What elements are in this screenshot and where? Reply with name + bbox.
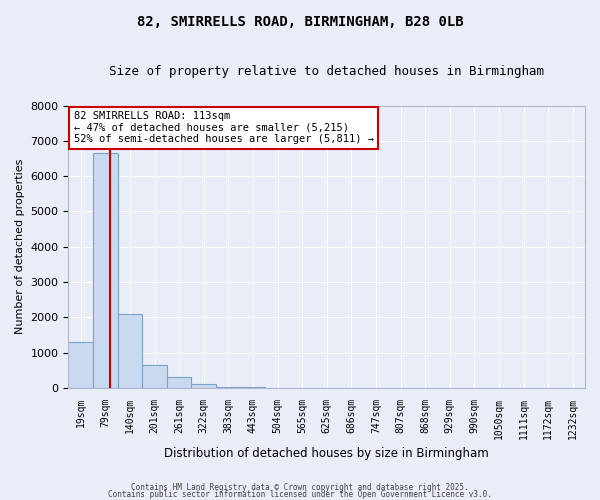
Bar: [93, 153, 118, 388]
X-axis label: Distribution of detached houses by size in Birmingham: Distribution of detached houses by size …: [164, 447, 489, 460]
Text: 82, SMIRRELLS ROAD, BIRMINGHAM, B28 0LB: 82, SMIRRELLS ROAD, BIRMINGHAM, B28 0LB: [137, 15, 463, 29]
Text: Contains public sector information licensed under the Open Government Licence v3: Contains public sector information licen…: [108, 490, 492, 499]
Y-axis label: Number of detached properties: Number of detached properties: [15, 159, 25, 334]
Title: Size of property relative to detached houses in Birmingham: Size of property relative to detached ho…: [109, 65, 544, 78]
Text: 82 SMIRRELLS ROAD: 113sqm
← 47% of detached houses are smaller (5,215)
52% of se: 82 SMIRRELLS ROAD: 113sqm ← 47% of detac…: [74, 111, 374, 144]
Bar: [68, 342, 93, 388]
Bar: [167, 377, 191, 388]
Bar: [142, 365, 167, 388]
Text: Contains HM Land Registry data © Crown copyright and database right 2025.: Contains HM Land Registry data © Crown c…: [131, 484, 469, 492]
Bar: [216, 387, 241, 388]
Bar: [118, 314, 142, 388]
Bar: [191, 384, 216, 388]
